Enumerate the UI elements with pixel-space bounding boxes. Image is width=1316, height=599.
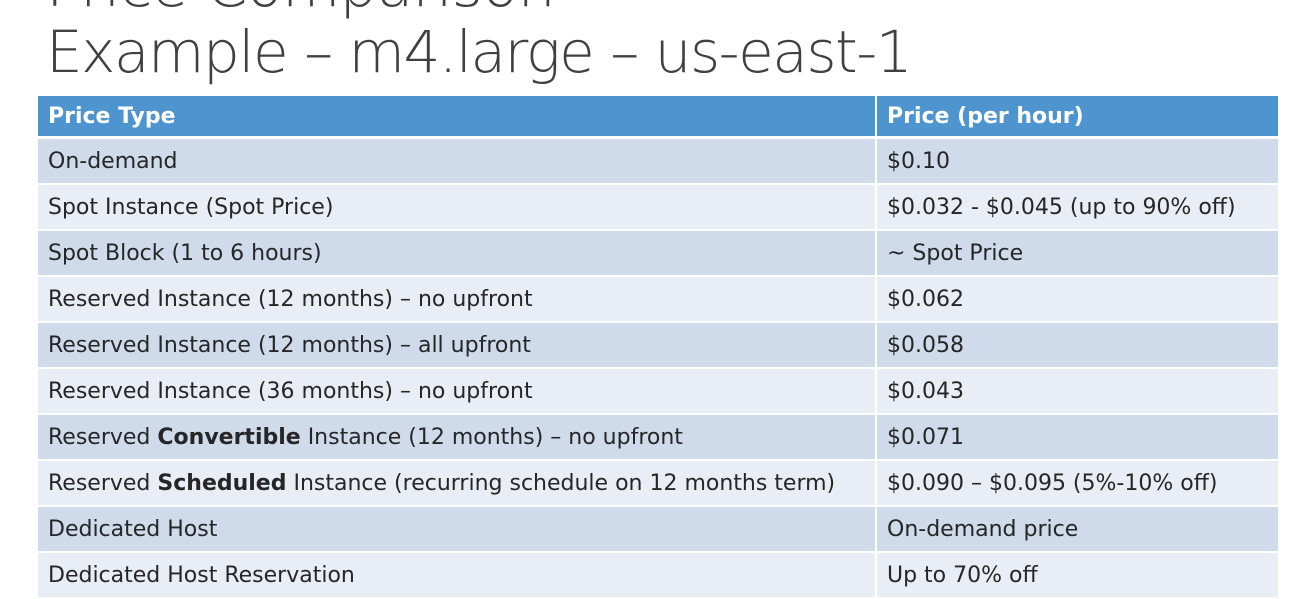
slide-title-cut-off: Price Comparison — [46, 0, 556, 16]
price-cell: ~ Spot Price — [876, 230, 1278, 277]
slide-title: Example – m4.large – us-east-1 — [46, 18, 913, 86]
table-header-row: Price Type Price (per hour) — [38, 96, 1278, 139]
price-cell: $0.071 — [876, 414, 1278, 461]
price-type-cell: Spot Instance (Spot Price) — [38, 184, 877, 231]
price-cell: Up to 70% off — [876, 552, 1278, 599]
table-row: Spot Instance (Spot Price) $0.032 - $0.0… — [38, 184, 1278, 231]
header-price-type: Price Type — [38, 96, 877, 139]
price-type-cell: Reserved Instance (12 months) – all upfr… — [38, 322, 877, 369]
price-type-cell: Dedicated Host — [38, 506, 877, 553]
price-type-cell: Dedicated Host Reservation — [38, 552, 877, 599]
price-type-cell: Reserved Instance (36 months) – no upfro… — [38, 368, 877, 415]
price-cell: $0.032 - $0.045 (up to 90% off) — [876, 184, 1278, 231]
price-type-cell: Reserved Convertible Instance (12 months… — [38, 414, 877, 461]
table-row: Reserved Instance (36 months) – no upfro… — [38, 368, 1278, 415]
table-row: Dedicated Host On-demand price — [38, 506, 1278, 553]
price-comparison-table: Price Type Price (per hour) On-demand $0… — [38, 96, 1278, 599]
price-cell: $0.10 — [876, 137, 1278, 185]
price-type-cell: On-demand — [38, 137, 877, 185]
price-cell: $0.043 — [876, 368, 1278, 415]
price-type-cell: Reserved Instance (12 months) – no upfro… — [38, 276, 877, 323]
price-type-cell: Spot Block (1 to 6 hours) — [38, 230, 877, 277]
header-price-per-hour: Price (per hour) — [876, 96, 1278, 139]
table-row: Reserved Scheduled Instance (recurring s… — [38, 460, 1278, 507]
table-row: Spot Block (1 to 6 hours) ~ Spot Price — [38, 230, 1278, 277]
table-row: Reserved Instance (12 months) – all upfr… — [38, 322, 1278, 369]
table-row: On-demand $0.10 — [38, 137, 1278, 185]
price-cell: $0.090 – $0.095 (5%-10% off) — [876, 460, 1278, 507]
price-cell: $0.062 — [876, 276, 1278, 323]
table-row: Dedicated Host Reservation Up to 70% off — [38, 552, 1278, 599]
table-row: Reserved Convertible Instance (12 months… — [38, 414, 1278, 461]
table-row: Reserved Instance (12 months) – no upfro… — [38, 276, 1278, 323]
price-cell: $0.058 — [876, 322, 1278, 369]
price-cell: On-demand price — [876, 506, 1278, 553]
price-type-cell: Reserved Scheduled Instance (recurring s… — [38, 460, 877, 507]
